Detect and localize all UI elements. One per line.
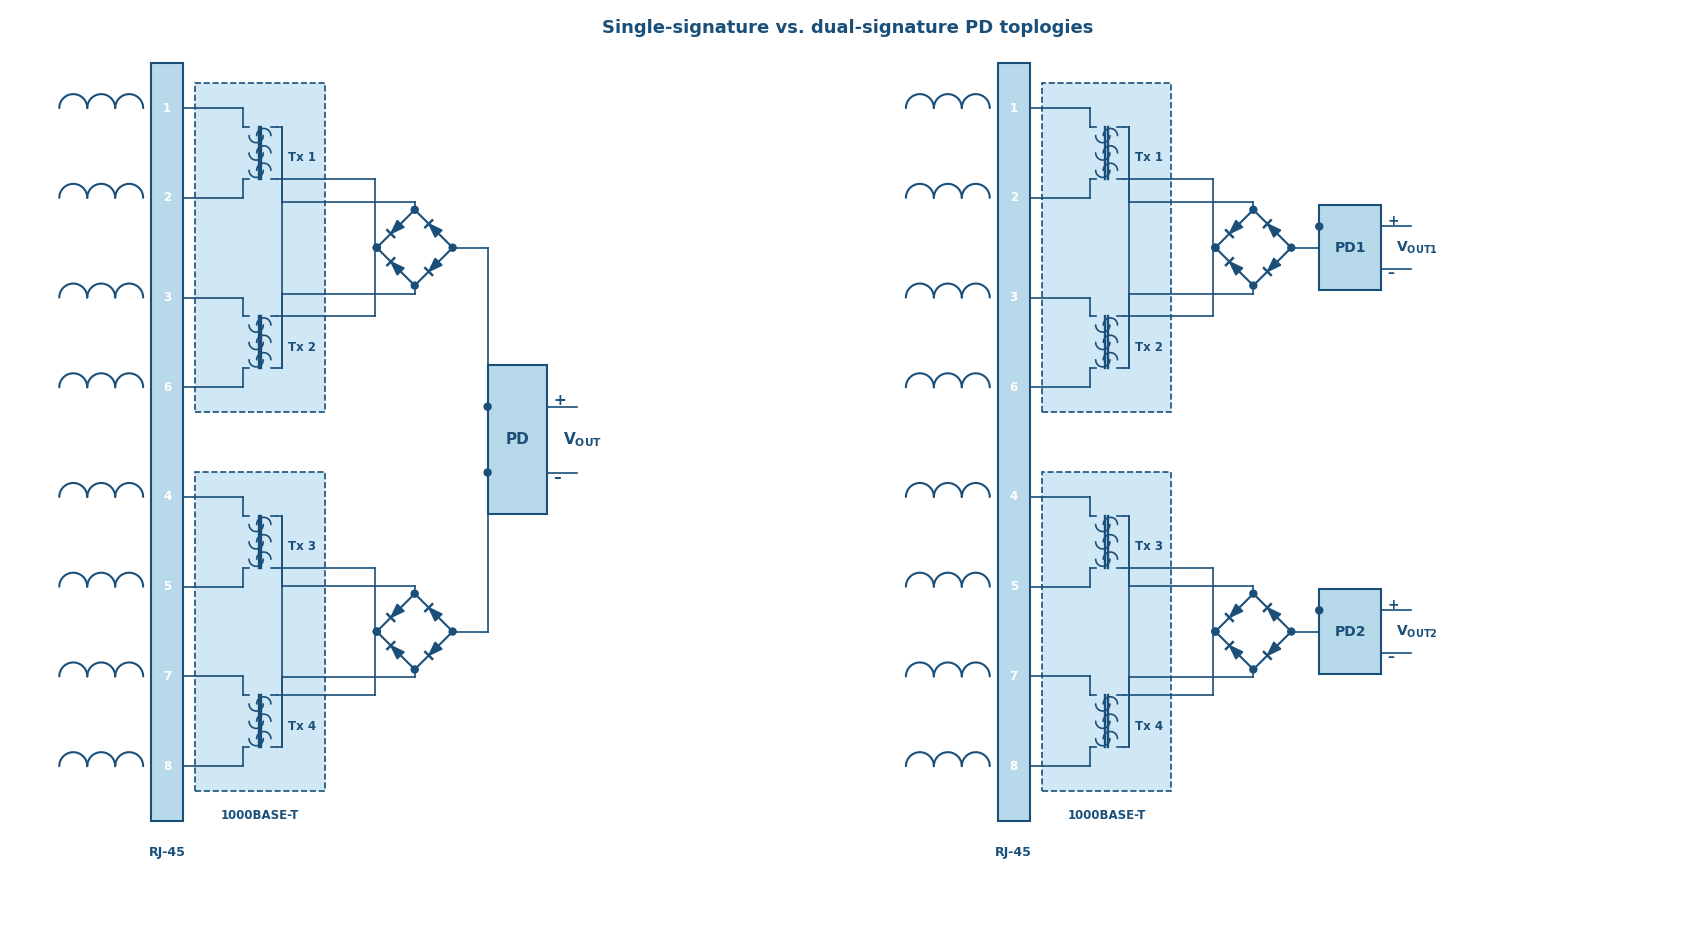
Circle shape — [1213, 244, 1219, 251]
Polygon shape — [1267, 642, 1280, 655]
Text: 4: 4 — [163, 490, 171, 504]
Text: 1: 1 — [163, 102, 171, 114]
Text: Tx 3: Tx 3 — [288, 541, 315, 553]
Text: Tx 4: Tx 4 — [288, 720, 315, 733]
Text: 2: 2 — [163, 191, 171, 205]
Circle shape — [410, 282, 419, 289]
Circle shape — [373, 628, 380, 635]
Circle shape — [449, 244, 456, 251]
Circle shape — [410, 666, 419, 673]
Circle shape — [1213, 628, 1219, 635]
Text: $\mathbf{V_{OUT}}$: $\mathbf{V_{OUT}}$ — [563, 430, 602, 449]
Text: Tx 2: Tx 2 — [288, 341, 315, 354]
Text: PD: PD — [505, 432, 529, 447]
Text: –: – — [553, 470, 561, 485]
Text: Tx 2: Tx 2 — [1135, 341, 1162, 354]
Bar — [1319, 206, 1381, 290]
Text: 6: 6 — [163, 381, 171, 394]
Polygon shape — [1267, 258, 1280, 271]
Text: +: + — [553, 393, 566, 408]
Text: Tx 1: Tx 1 — [1135, 151, 1162, 165]
Polygon shape — [429, 607, 443, 621]
Bar — [487, 365, 548, 514]
Text: +: + — [1387, 214, 1399, 228]
Polygon shape — [390, 220, 404, 233]
Text: $\mathbf{V_{OUT2}}$: $\mathbf{V_{OUT2}}$ — [1396, 624, 1438, 640]
Circle shape — [1316, 606, 1323, 614]
Circle shape — [410, 590, 419, 597]
Circle shape — [373, 244, 380, 251]
Polygon shape — [429, 258, 443, 271]
Text: 3: 3 — [163, 291, 171, 304]
Polygon shape — [429, 224, 443, 237]
Polygon shape — [1230, 645, 1243, 659]
Text: 2: 2 — [1009, 191, 1018, 205]
Circle shape — [1250, 590, 1257, 597]
Polygon shape — [1267, 224, 1280, 237]
Polygon shape — [429, 642, 443, 655]
Circle shape — [373, 628, 380, 635]
Text: 5: 5 — [163, 580, 171, 593]
Text: 7: 7 — [1009, 670, 1018, 683]
Circle shape — [373, 244, 380, 251]
Circle shape — [1250, 666, 1257, 673]
Polygon shape — [1267, 607, 1280, 621]
Text: 7: 7 — [163, 670, 171, 683]
Circle shape — [483, 404, 492, 410]
Bar — [195, 83, 326, 412]
Bar — [195, 472, 326, 791]
Circle shape — [449, 628, 456, 635]
Text: 6: 6 — [1009, 381, 1018, 394]
Text: Tx 3: Tx 3 — [1135, 541, 1162, 553]
Circle shape — [1250, 207, 1257, 213]
Polygon shape — [390, 262, 404, 275]
Bar — [1319, 589, 1381, 674]
Circle shape — [483, 469, 492, 476]
Text: PD2: PD2 — [1335, 625, 1365, 639]
Text: 3: 3 — [1009, 291, 1018, 304]
Text: 1000BASE-T: 1000BASE-T — [1067, 809, 1146, 822]
Text: 4: 4 — [1009, 490, 1018, 504]
Polygon shape — [1230, 605, 1243, 618]
Bar — [997, 63, 1029, 821]
Bar — [1041, 472, 1172, 791]
Text: 8: 8 — [1009, 760, 1018, 773]
Text: –: – — [1387, 649, 1394, 664]
Circle shape — [1213, 628, 1219, 635]
Text: Tx 1: Tx 1 — [288, 151, 315, 165]
Text: 1000BASE-T: 1000BASE-T — [220, 809, 298, 822]
Text: Single-signature vs. dual-signature PD toplogies: Single-signature vs. dual-signature PD t… — [602, 19, 1094, 37]
Text: RJ-45: RJ-45 — [996, 846, 1033, 859]
Polygon shape — [390, 645, 404, 659]
Bar — [151, 63, 183, 821]
Circle shape — [1250, 282, 1257, 289]
Polygon shape — [1230, 220, 1243, 233]
Circle shape — [410, 207, 419, 213]
Text: PD1: PD1 — [1335, 241, 1365, 255]
Circle shape — [1287, 628, 1294, 635]
Text: –: – — [1387, 266, 1394, 280]
Text: RJ-45: RJ-45 — [149, 846, 185, 859]
Circle shape — [1287, 244, 1294, 251]
Circle shape — [1316, 223, 1323, 230]
Polygon shape — [1230, 262, 1243, 275]
Bar — [1041, 83, 1172, 412]
Circle shape — [1213, 244, 1219, 251]
Text: 1: 1 — [1009, 102, 1018, 114]
Polygon shape — [390, 605, 404, 618]
Text: +: + — [1387, 599, 1399, 612]
Text: Tx 4: Tx 4 — [1135, 720, 1163, 733]
Text: 8: 8 — [163, 760, 171, 773]
Text: 5: 5 — [1009, 580, 1018, 593]
Text: $\mathbf{V_{OUT1}}$: $\mathbf{V_{OUT1}}$ — [1396, 240, 1438, 256]
